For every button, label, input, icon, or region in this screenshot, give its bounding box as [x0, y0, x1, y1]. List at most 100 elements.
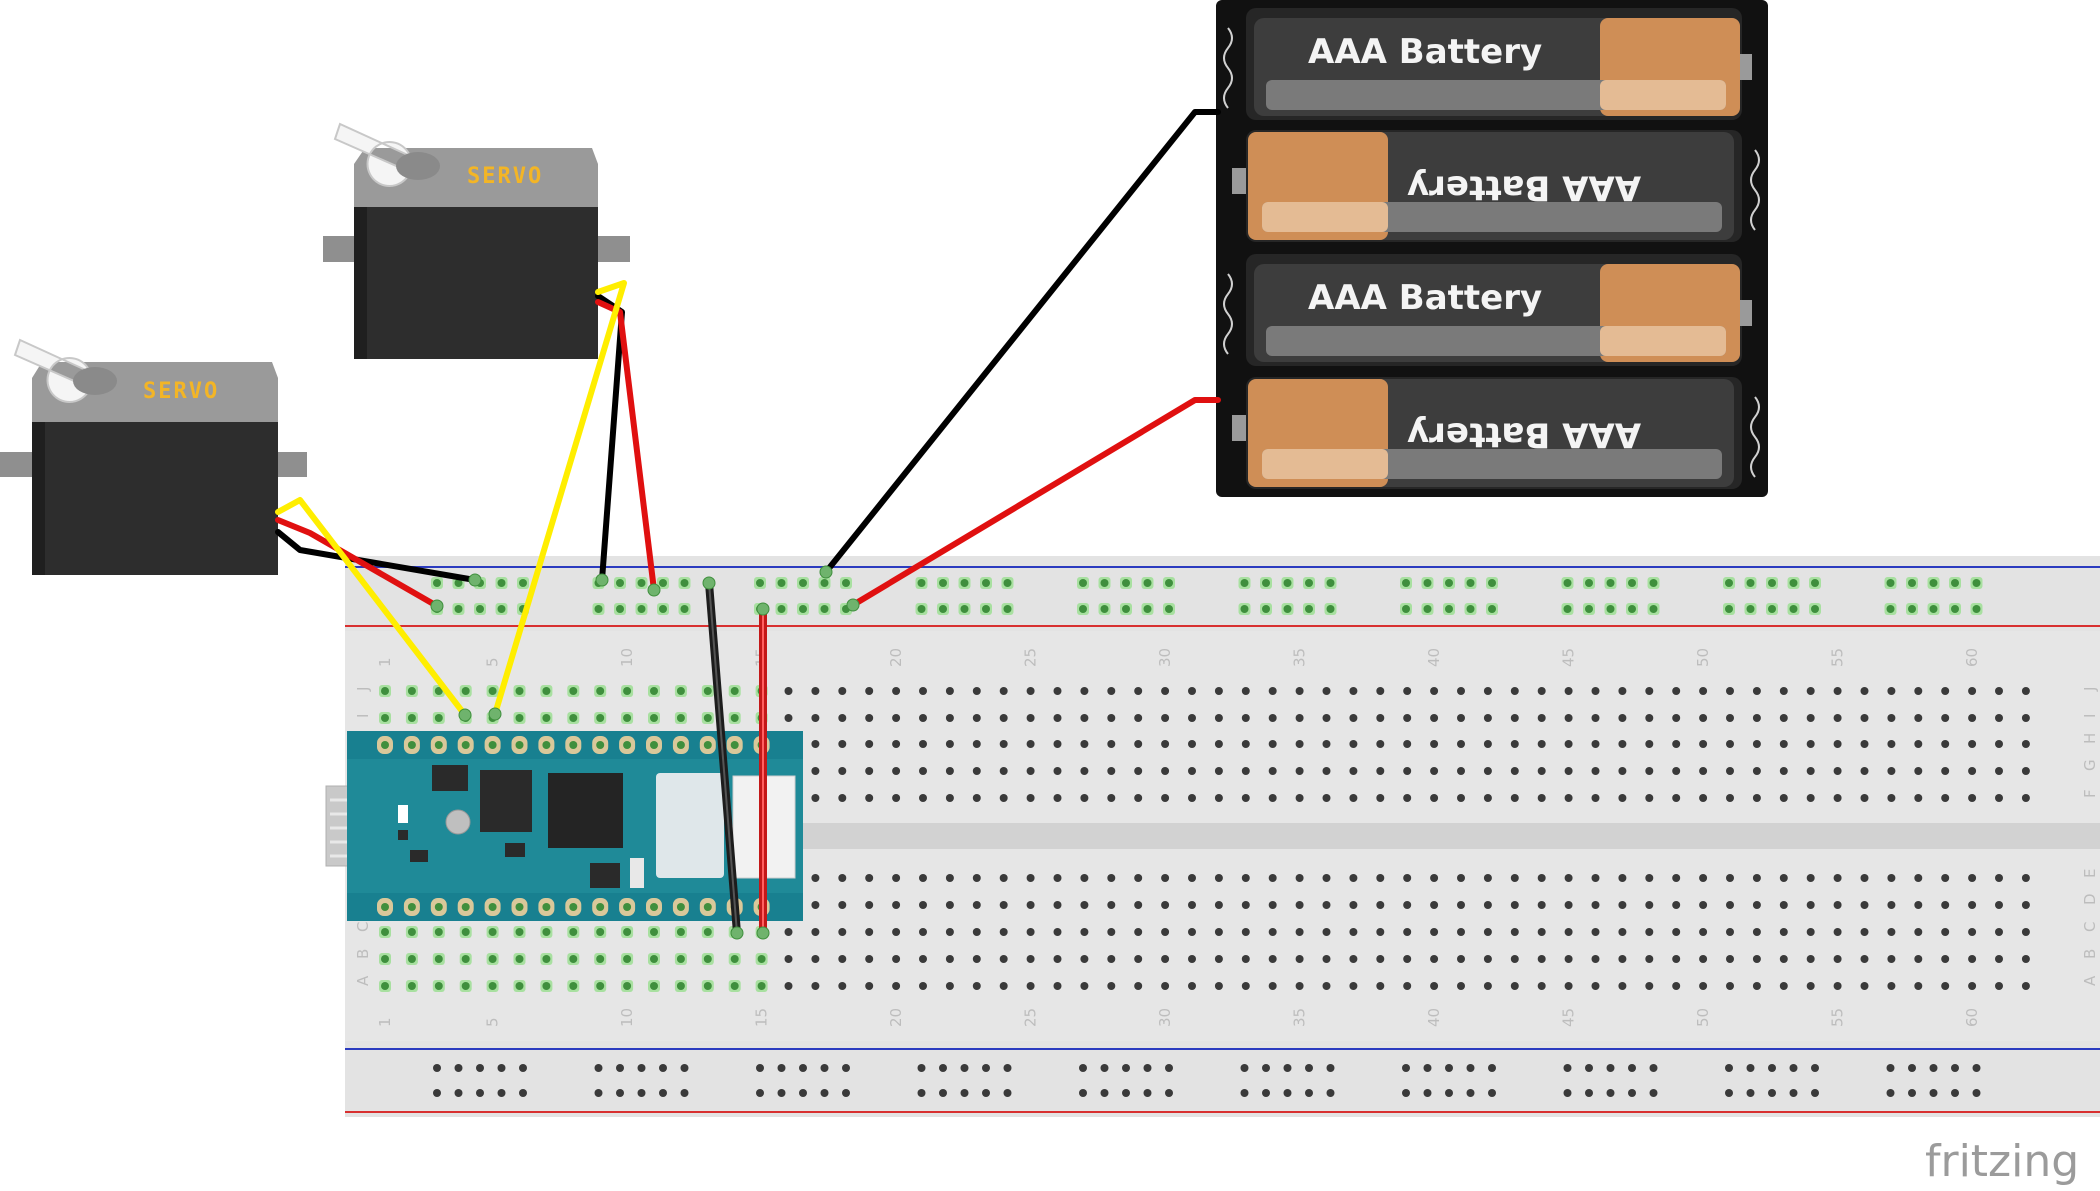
breadboard-hole[interactable] — [1214, 687, 1223, 695]
rail-hole[interactable] — [1811, 1064, 1819, 1072]
rail-hole[interactable] — [476, 605, 484, 613]
rail-hole[interactable] — [1143, 1089, 1152, 1097]
rail-hole[interactable] — [1488, 1064, 1496, 1072]
rail-hole[interactable] — [1079, 1064, 1087, 1072]
rail-hole[interactable] — [1886, 579, 1895, 587]
breadboard-hole[interactable] — [1941, 901, 1950, 909]
breadboard-hole[interactable] — [1672, 982, 1681, 990]
breadboard-hole[interactable] — [1941, 767, 1950, 775]
rail-hole[interactable] — [1908, 1064, 1916, 1072]
breadboard-hole[interactable] — [515, 928, 524, 936]
rail-hole[interactable] — [1649, 1064, 1658, 1072]
breadboard-hole[interactable] — [1941, 687, 1950, 695]
breadboard-hole[interactable] — [1995, 955, 2003, 963]
breadboard-hole[interactable] — [1268, 794, 1277, 802]
breadboard-hole[interactable] — [1537, 874, 1546, 882]
wire-end-connector[interactable] — [430, 599, 444, 613]
breadboard-hole[interactable] — [1430, 767, 1439, 775]
wire-end-connector[interactable] — [647, 583, 661, 597]
rail-hole[interactable] — [1789, 1089, 1798, 1097]
rail-hole[interactable] — [1972, 579, 1981, 587]
breadboard-hole[interactable] — [1268, 740, 1277, 748]
breadboard-hole[interactable] — [972, 982, 981, 990]
breadboard-hole[interactable] — [1537, 767, 1546, 775]
breadboard-hole[interactable] — [1941, 928, 1950, 936]
rail-hole[interactable] — [519, 579, 527, 587]
rail-hole[interactable] — [960, 605, 969, 613]
breadboard-hole[interactable] — [1833, 982, 1842, 990]
breadboard-hole[interactable] — [1161, 767, 1170, 775]
breadboard-hole[interactable] — [1672, 928, 1681, 936]
breadboard-hole[interactable] — [1053, 740, 1062, 748]
breadboard-hole[interactable] — [1295, 928, 1304, 936]
breadboard-hole[interactable] — [1376, 794, 1385, 802]
breadboard-hole[interactable] — [1806, 767, 1815, 775]
breadboard-hole[interactable] — [1564, 687, 1573, 695]
breadboard-hole[interactable] — [1672, 714, 1681, 722]
breadboard-hole[interactable] — [1241, 687, 1250, 695]
breadboard-hole[interactable] — [784, 687, 793, 695]
breadboard-hole[interactable] — [434, 955, 443, 963]
breadboard-hole[interactable] — [1483, 687, 1492, 695]
breadboard-hole[interactable] — [892, 901, 901, 909]
breadboard-hole[interactable] — [1457, 982, 1465, 990]
breadboard-hole[interactable] — [1860, 901, 1869, 909]
breadboard-hole[interactable] — [1322, 901, 1331, 909]
breadboard-hole[interactable] — [1645, 714, 1654, 722]
breadboard-hole[interactable] — [1134, 767, 1143, 775]
breadboard-hole[interactable] — [1080, 955, 1089, 963]
rail-hole[interactable] — [1725, 579, 1733, 587]
breadboard-hole[interactable] — [1161, 928, 1170, 936]
breadboard-hole[interactable] — [1591, 982, 1600, 990]
breadboard-hole[interactable] — [1376, 714, 1385, 722]
breadboard-hole[interactable] — [703, 714, 712, 722]
rail-hole[interactable] — [1725, 1089, 1733, 1097]
breadboard-hole[interactable] — [515, 982, 524, 990]
breadboard-hole[interactable] — [838, 714, 847, 722]
breadboard-hole[interactable] — [1483, 767, 1492, 775]
breadboard-hole[interactable] — [381, 714, 389, 722]
breadboard-hole[interactable] — [703, 955, 712, 963]
rail-hole[interactable] — [1003, 579, 1012, 587]
breadboard-hole[interactable] — [515, 687, 524, 695]
breadboard-hole[interactable] — [1376, 740, 1385, 748]
rail-hole[interactable] — [1445, 579, 1453, 587]
breadboard-hole[interactable] — [1107, 714, 1116, 722]
rail-hole[interactable] — [1262, 579, 1270, 587]
breadboard-hole[interactable] — [461, 955, 470, 963]
breadboard-hole[interactable] — [2021, 928, 2030, 936]
reset-button[interactable] — [445, 809, 471, 835]
rail-hole[interactable] — [1240, 579, 1249, 587]
breadboard-hole[interactable] — [1564, 767, 1573, 775]
breadboard-hole[interactable] — [1322, 794, 1331, 802]
breadboard-hole[interactable] — [596, 982, 605, 990]
breadboard-hole[interactable] — [892, 874, 901, 882]
breadboard-hole[interactable] — [2021, 687, 2030, 695]
rail-hole[interactable] — [1283, 1064, 1292, 1072]
breadboard-hole[interactable] — [972, 928, 981, 936]
rail-hole[interactable] — [1951, 1089, 1959, 1097]
breadboard-hole[interactable] — [1887, 982, 1896, 990]
wire-end-connector[interactable] — [756, 926, 770, 940]
rail-hole[interactable] — [519, 1089, 527, 1097]
breadboard-hole[interactable] — [1806, 928, 1815, 936]
breadboard-hole[interactable] — [461, 687, 470, 695]
rail-hole[interactable] — [982, 1064, 990, 1072]
rail-hole[interactable] — [1100, 1089, 1109, 1097]
breadboard-hole[interactable] — [1214, 982, 1223, 990]
breadboard-hole[interactable] — [757, 982, 766, 990]
breadboard-hole[interactable] — [1806, 955, 1815, 963]
breadboard-hole[interactable] — [1080, 794, 1089, 802]
rail-hole[interactable] — [1929, 605, 1938, 613]
rail-hole[interactable] — [454, 579, 463, 587]
breadboard-hole[interactable] — [1941, 714, 1950, 722]
breadboard-hole[interactable] — [1672, 740, 1681, 748]
breadboard-hole[interactable] — [1026, 740, 1035, 748]
breadboard-hole[interactable] — [1995, 794, 2003, 802]
rail-hole[interactable] — [1628, 605, 1636, 613]
breadboard-hole[interactable] — [1995, 901, 2003, 909]
rail-hole[interactable] — [1725, 1064, 1733, 1072]
breadboard-hole[interactable] — [1779, 794, 1788, 802]
breadboard-hole[interactable] — [1995, 928, 2003, 936]
breadboard-hole[interactable] — [650, 714, 658, 722]
